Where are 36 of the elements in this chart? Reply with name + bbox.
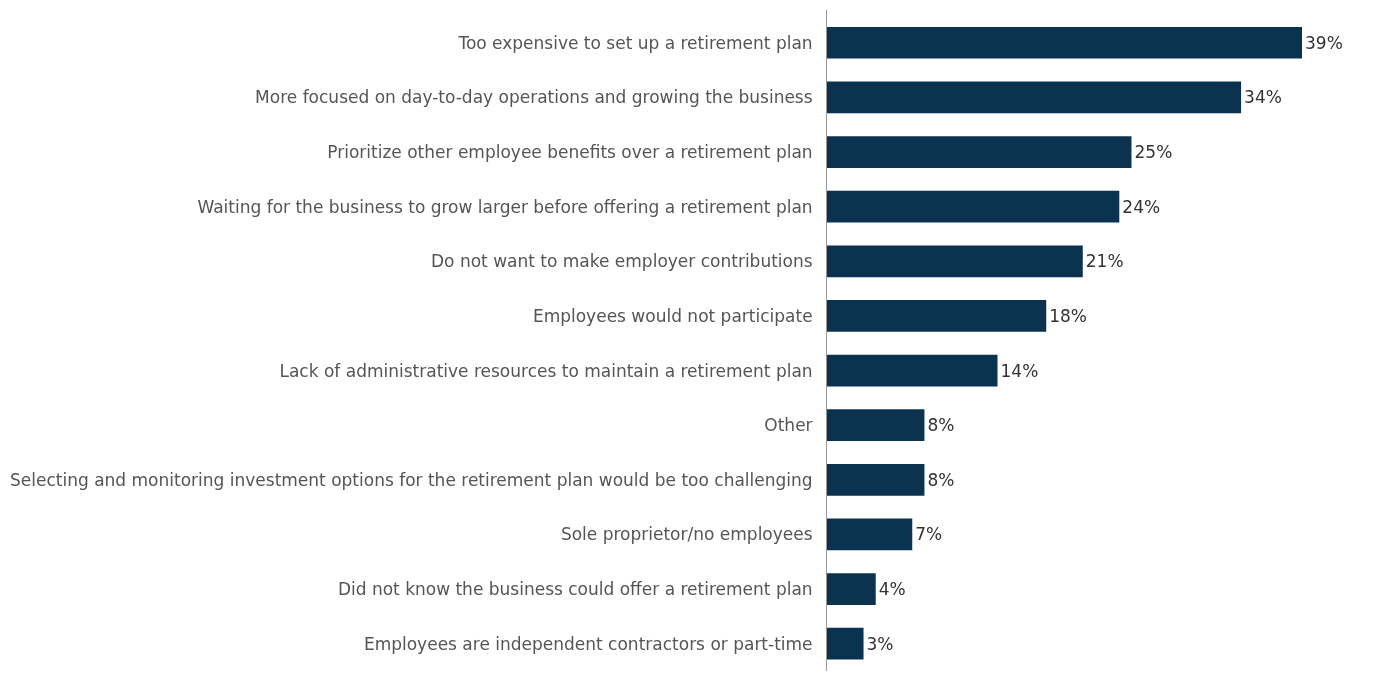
data-label: 7% bbox=[915, 524, 943, 545]
data-label: 24% bbox=[1122, 196, 1161, 217]
bar bbox=[827, 245, 1083, 278]
y-tick-label: Prioritize other employee benefits over a retirement plan bbox=[327, 141, 813, 162]
data-label: 8% bbox=[927, 415, 955, 436]
bar bbox=[827, 190, 1120, 223]
y-tick-label: More focused on day-to-day operations and growing the business bbox=[255, 87, 813, 108]
y-tick-label: Employees would not participate bbox=[532, 305, 813, 326]
y-tick-label: Sole proprietor/no employees bbox=[560, 524, 813, 545]
data-label: 39% bbox=[1305, 32, 1343, 53]
data-label: 14% bbox=[1000, 360, 1039, 381]
bar bbox=[827, 136, 1132, 168]
data-label: 34% bbox=[1244, 87, 1282, 108]
y-tick-label: Selecting and monitoring investment options for the retirement plan would be too challenging bbox=[10, 469, 813, 490]
bar bbox=[827, 627, 864, 660]
bar bbox=[827, 81, 1242, 114]
data-label: 18% bbox=[1049, 305, 1088, 326]
bar bbox=[827, 573, 876, 605]
data-label: 25% bbox=[1134, 142, 1173, 163]
data-label: 3% bbox=[866, 633, 894, 654]
bar bbox=[827, 300, 1047, 332]
data-label: 8% bbox=[927, 469, 955, 490]
y-tick-label: Employees are independent contractors or part-time bbox=[363, 633, 813, 654]
y-tick-label: Lack of administrative resources to maintain a retirement plan bbox=[279, 360, 813, 381]
bar bbox=[827, 409, 925, 442]
y-tick-label: Waiting for the business to grow larger before offering a retirement plan bbox=[197, 196, 813, 217]
y-tick-label: Did not know the business could offer a retirement plan bbox=[337, 579, 813, 600]
y-tick-label: Too expensive to set up a retirement plan bbox=[457, 32, 813, 53]
y-tick-label: Do not want to make employer contributions bbox=[431, 251, 813, 272]
data-label: 21% bbox=[1085, 251, 1124, 272]
bar bbox=[827, 354, 998, 387]
bar bbox=[827, 463, 925, 496]
y-tick-label: Other bbox=[764, 415, 813, 436]
bar bbox=[827, 26, 1302, 59]
data-label: 4% bbox=[878, 579, 906, 600]
bar bbox=[827, 518, 913, 551]
